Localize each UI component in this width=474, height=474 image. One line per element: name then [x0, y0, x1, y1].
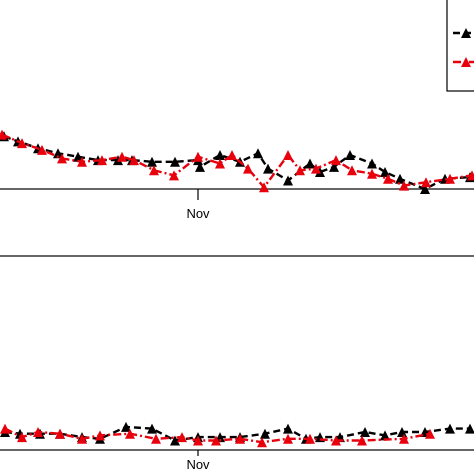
bottom-series-2-marker-10	[211, 435, 221, 446]
bottom-series-2-marker-15	[331, 435, 341, 446]
top-series-2-marker-6	[117, 151, 127, 162]
bottom-series-2-marker-6	[125, 428, 135, 439]
bottom-series-2-marker-3	[55, 428, 65, 439]
top-series-2-marker-24	[445, 173, 455, 184]
top-series-2-marker-4	[77, 156, 87, 167]
top-series-1-marker-12	[215, 150, 225, 160]
top-series-1-marker-17	[305, 158, 315, 169]
top-series-2-marker-10	[193, 151, 203, 162]
bottom-series-2-marker-17	[399, 433, 409, 444]
top-series-1-marker-3	[53, 148, 63, 159]
top-series-2-marker-16	[295, 165, 305, 176]
bottom-series-2-marker-18	[425, 428, 435, 439]
top-series-1-marker-15	[263, 163, 273, 174]
top-series-1-marker-14	[253, 148, 263, 159]
bottom-series-1-marker-19	[397, 427, 407, 437]
top-series-2-marker-19	[347, 165, 357, 176]
bottom-series-1-marker-13	[283, 423, 293, 434]
top-series-1-marker-22	[380, 167, 390, 177]
bottom-series-1-marker-12	[260, 428, 270, 439]
top-series-1-marker-16	[283, 175, 293, 186]
legend-marker-series-2	[461, 57, 471, 67]
top-series-1-marker-4	[73, 151, 83, 162]
top-series-1-marker-8	[147, 156, 157, 167]
top-panel: Nov	[0, 0, 474, 221]
bottom-series-2-marker-1	[17, 432, 27, 443]
top-series-2-marker-8	[149, 165, 159, 176]
bottom-series-1-line	[4, 425, 470, 442]
bottom-series-2-marker-12	[257, 437, 267, 448]
bottom-series-2-marker-11	[235, 433, 245, 444]
bottom-series-1-marker-7	[147, 423, 157, 434]
top-series-2-marker-1	[17, 138, 27, 149]
top-series-2-line	[1, 133, 473, 190]
top-series-1-marker-23	[395, 173, 405, 184]
bottom-series-1-marker-8	[170, 435, 180, 446]
bottom-series-1-marker-21	[445, 423, 455, 434]
top-series-2-marker-21	[383, 173, 393, 184]
bottom-series-2-marker-7	[151, 433, 161, 444]
bottom-series-layer	[0, 421, 474, 448]
top-series-2-marker-12	[227, 150, 237, 160]
top-x-tick-label-nov: Nov	[186, 206, 210, 221]
top-series-1-marker-21	[367, 158, 377, 169]
top-series-2-marker-14	[259, 182, 269, 193]
top-series-2-marker-13	[243, 163, 253, 174]
bottom-series-1-marker-18	[380, 430, 390, 441]
top-series-1-marker-20	[345, 150, 355, 160]
top-series-layer	[0, 129, 474, 194]
top-series-1-marker-19	[329, 161, 339, 172]
top-series-2-marker-0	[0, 129, 7, 140]
bottom-plot-frame	[0, 255, 474, 451]
bottom-series-2-marker-2	[33, 427, 43, 437]
top-plot-frame	[0, 188, 474, 190]
top-series-2-marker-17	[311, 163, 321, 174]
top-series-2-marker-3	[57, 153, 67, 164]
top-series-2-marker-15	[283, 150, 293, 160]
top-series-2-marker-9	[169, 170, 179, 181]
top-series-2-marker-18	[331, 155, 341, 166]
top-series-2-marker-5	[97, 155, 107, 166]
bottom-series-2-marker-14	[305, 433, 315, 444]
bottom-panel: Nov	[0, 255, 474, 472]
top-series-2-marker-20	[367, 168, 377, 179]
legend-marker-series-1	[461, 28, 471, 38]
bottom-series-2-marker-16	[357, 435, 367, 446]
bottom-series-1-marker-22	[465, 423, 474, 434]
bottom-series-2-marker-8	[177, 432, 187, 443]
top-series-2-marker-25	[467, 170, 474, 181]
top-series-1-line	[3, 135, 474, 191]
bottom-series-1-marker-6	[121, 421, 131, 432]
legend-box	[446, 0, 474, 92]
top-series-2-marker-22	[399, 180, 409, 191]
top-series-2-marker-11	[215, 158, 225, 169]
top-series-2-marker-7	[129, 155, 139, 166]
bottom-series-2-marker-13	[283, 433, 293, 444]
bottom-series-2-marker-9	[193, 435, 203, 446]
top-series-2-marker-23	[421, 177, 431, 188]
bottom-series-1-marker-17	[360, 427, 370, 437]
top-series-2-marker-2	[37, 144, 47, 155]
top-series-1-marker-11	[195, 161, 205, 172]
bottom-series-2-marker-5	[95, 430, 105, 441]
top-series-1-marker-9	[170, 156, 180, 167]
bottom-x-tick-label-nov: Nov	[186, 457, 210, 472]
bottom-series-2-marker-0	[0, 423, 10, 434]
bottom-series-2-marker-4	[77, 433, 87, 444]
top-series-1-marker-24	[420, 184, 430, 194]
